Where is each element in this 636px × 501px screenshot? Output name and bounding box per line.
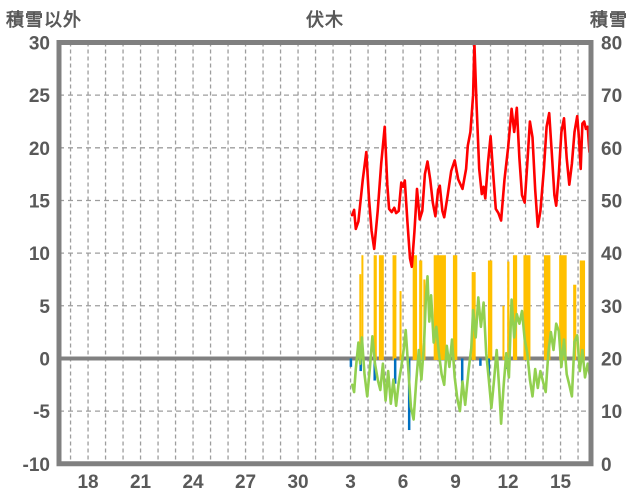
x-axis-tick: 9 <box>450 472 461 493</box>
x-axis-tick: 30 <box>287 472 308 493</box>
yellow-bars-bar <box>543 255 551 360</box>
x-axis-tick: 3 <box>345 472 356 493</box>
left-axis-tick: 20 <box>29 139 50 160</box>
left-axis-tick: 10 <box>29 244 50 265</box>
yellow-bars-bar <box>392 255 397 360</box>
yellow-bars-bar <box>433 255 446 360</box>
blue-bars-bar <box>460 358 464 384</box>
right-axis-tick: 80 <box>601 34 622 55</box>
yellow-bars-bar <box>452 255 458 360</box>
right-axis-tick: 0 <box>601 455 612 476</box>
x-axis-tick: 18 <box>77 472 98 493</box>
green-line <box>350 274 592 426</box>
x-axis-tick: 24 <box>182 472 204 493</box>
yellow-bars-bar <box>579 260 586 360</box>
yellow-bars-bar <box>559 255 567 360</box>
right-axis-tick: 50 <box>601 191 622 212</box>
yellow-bars-bar <box>399 291 402 360</box>
x-axis-tick: 15 <box>550 472 572 493</box>
right-axis-tick: 10 <box>601 402 622 423</box>
left-axis-tick: -10 <box>23 455 50 476</box>
left-axis-tick: -5 <box>33 402 50 423</box>
left-axis-tick: 30 <box>29 34 50 55</box>
right-axis-tick: 30 <box>601 297 622 318</box>
left-axis-tick: 15 <box>29 191 51 212</box>
red-line <box>350 42 591 269</box>
blue-bars-bar <box>393 358 397 384</box>
right-axis-tick: 70 <box>601 86 622 107</box>
yellow-bars-bar <box>573 284 577 360</box>
right-axis-tick: 60 <box>601 139 622 160</box>
right-axis-tick: 20 <box>601 349 622 370</box>
right-axis-tick: 40 <box>601 244 622 265</box>
left-axis-title: 積雪以外 <box>6 10 82 30</box>
x-axis-tick: 21 <box>130 472 152 493</box>
left-axis-tick: 5 <box>39 297 50 318</box>
chart-title: 伏木 <box>306 10 344 30</box>
yellow-bars-bar <box>373 255 377 360</box>
x-axis-tick: 27 <box>235 472 256 493</box>
plot-border <box>56 40 594 467</box>
yellow-bars-bar <box>359 274 362 360</box>
yellow-bars-bar <box>523 255 531 360</box>
yellow-bars-bar <box>378 255 384 360</box>
blue-bars-bar <box>479 358 482 366</box>
yellow-bars-bar <box>487 260 493 360</box>
blue-bars-bar <box>349 358 353 367</box>
x-axis-tick: 6 <box>398 472 409 493</box>
left-axis-tick: 25 <box>29 86 51 107</box>
right-axis-title: 積雪 <box>590 10 628 30</box>
yellow-bars-bar <box>507 261 510 360</box>
yellow-bars-bar <box>412 255 418 360</box>
yellow-bars-bar <box>512 255 518 360</box>
yellow-bars-bar <box>361 255 364 360</box>
left-axis-tick: 0 <box>39 349 50 370</box>
x-axis-tick: 12 <box>497 472 518 493</box>
yellow-bars-bar <box>502 305 505 360</box>
yellow-bars-bar <box>419 260 423 360</box>
